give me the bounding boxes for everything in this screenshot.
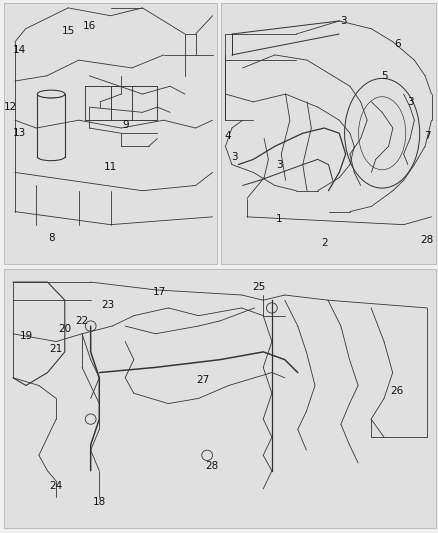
Text: 8: 8 — [48, 233, 54, 243]
Text: 26: 26 — [390, 386, 403, 395]
Text: 25: 25 — [252, 282, 265, 292]
Text: 28: 28 — [420, 236, 434, 245]
Text: 11: 11 — [104, 162, 117, 172]
Text: 5: 5 — [381, 71, 388, 81]
Text: 22: 22 — [75, 316, 88, 326]
Text: 19: 19 — [19, 332, 32, 341]
Text: 7: 7 — [424, 131, 431, 141]
Text: 3: 3 — [276, 159, 283, 169]
Text: 18: 18 — [93, 497, 106, 507]
Bar — [4, 3, 217, 264]
Text: 20: 20 — [58, 324, 71, 334]
Text: 3: 3 — [231, 152, 237, 161]
Text: 12: 12 — [4, 102, 18, 112]
Text: 14: 14 — [13, 45, 26, 55]
Text: 4: 4 — [224, 131, 231, 141]
Text: 9: 9 — [122, 120, 129, 131]
Text: 24: 24 — [49, 481, 63, 491]
Text: 3: 3 — [340, 16, 347, 26]
Text: 21: 21 — [49, 344, 63, 354]
Text: 6: 6 — [394, 39, 400, 50]
Text: 3: 3 — [407, 97, 413, 107]
Text: 16: 16 — [83, 21, 96, 31]
Text: 15: 15 — [61, 27, 75, 36]
Text: 13: 13 — [13, 128, 26, 138]
Text: 27: 27 — [196, 375, 209, 385]
Text: 1: 1 — [276, 214, 283, 224]
Text: 23: 23 — [101, 301, 115, 310]
Bar — [221, 3, 436, 264]
Text: 2: 2 — [321, 238, 328, 248]
Text: 17: 17 — [153, 287, 166, 297]
Text: 28: 28 — [205, 461, 218, 471]
Bar — [4, 269, 436, 528]
